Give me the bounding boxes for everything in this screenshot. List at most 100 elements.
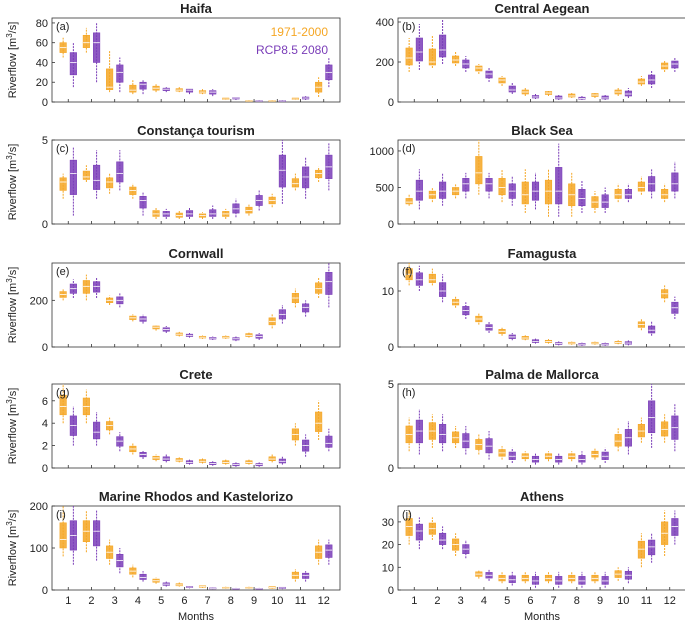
x-tick-label: 6 [527,595,533,607]
axes-box [397,383,685,469]
y-tick-label: 200 [30,295,48,307]
box-mark [69,52,77,76]
y-tick-label: 200 [30,501,48,513]
x-tick-label: 10 [617,595,629,607]
box-mark [415,523,423,541]
box-mark [578,189,586,207]
box-mark [485,178,493,192]
axes-box [51,139,341,225]
box-mark [185,88,194,93]
y-tick-label: 5 [388,379,394,391]
box-mark [129,84,137,93]
legend-entry: 1971-2000 [271,25,329,39]
box-mark [624,90,632,97]
box-mark [106,177,114,189]
axes-box [51,383,341,469]
panel-label: (h) [402,387,415,399]
y-tick-label: 0 [42,342,48,354]
x-tick-label: 4 [135,595,141,607]
y-tick-label: 10 [382,286,394,298]
box-mark [325,272,333,295]
box-mark [637,78,645,85]
box-mark [139,195,147,209]
panel-title: Haifa [180,1,213,16]
x-tick-label: 4 [481,595,487,607]
box-mark [69,159,77,195]
panel-title: Palma de Mallorca [485,367,599,382]
box-mark [315,411,323,432]
panel-title: Marine Rhodos and Kastelorizo [99,489,293,504]
box-mark [59,394,67,416]
y-tick-label: 20 [36,77,48,89]
panel-4: Cornwall 0 200 (e) Riverflow [m3/s] [5,246,341,354]
y-tick-label: 0 [388,463,394,475]
panel-label: (e) [56,266,69,278]
box-mark [671,60,679,69]
box-mark [439,181,447,199]
panel-title: Famagusta [508,246,577,261]
panel-label: (f) [402,266,412,278]
y-tick-label: 80 [36,18,48,30]
y-tick-label: 2 [42,441,48,453]
box-mark [93,164,101,190]
box-mark [452,55,460,64]
box-mark [106,68,114,90]
box-mark [116,161,124,183]
y-axis-label: Riverflow [m3/s] [5,144,20,221]
box-mark [661,421,669,437]
box-mark [415,179,423,201]
box-mark [315,282,323,294]
box-mark [452,431,460,444]
box-mark [555,576,563,585]
y-tick-label: 4 [42,418,48,430]
x-tick-label: 7 [205,595,211,607]
box-mark [175,212,183,218]
box-mark [152,210,160,217]
panel-title: Central Aegean [495,1,590,16]
x-tick-label: 1 [65,595,71,607]
box-mark [82,280,90,294]
box-mark [544,179,553,205]
box-mark [405,198,413,205]
box-mark [439,282,447,297]
box-mark [637,540,645,559]
y-tick-label: 1000 [370,146,394,158]
box-mark [93,421,101,440]
panel-2: Constança tourism 0 5 (c) Riverflow [m3/s] [5,123,341,231]
box-mark [531,455,540,463]
panel-title: Constança tourism [137,123,255,138]
box-mark [601,194,609,208]
y-tick-label: 200 [376,57,394,69]
box-mark [498,178,506,196]
box-mark [648,74,656,85]
box-mark [93,281,101,293]
box-mark [531,576,540,585]
y-tick-label: 0 [388,342,394,354]
box-mark [475,65,483,72]
panel-3: Black Sea 0 500 1000 (d) [370,123,685,231]
box-mark [555,95,563,100]
panel-label: (j) [402,509,412,521]
box-mark [637,424,645,438]
y-axis-label: Riverflow [m3/s] [5,510,20,587]
x-tick-label: 8 [228,595,234,607]
axes-box [51,262,341,348]
panel-title: Crete [179,367,212,382]
y-tick-label: 0 [388,585,394,597]
box-mark [185,210,194,217]
box-mark [648,539,656,556]
y-axis-label: Riverflow [m3/s] [5,22,20,99]
y-tick-label: 400 [376,17,394,29]
panel-title: Black Sea [511,123,573,138]
box-mark [129,186,137,195]
box-mark [648,400,656,434]
x-tick-label: 9 [251,595,257,607]
box-mark [415,272,423,286]
y-tick-label: 0 [42,219,48,231]
x-tick-label: 2 [88,595,94,607]
box-mark [93,32,101,63]
box-mark [568,574,576,582]
box-mark [508,575,516,583]
